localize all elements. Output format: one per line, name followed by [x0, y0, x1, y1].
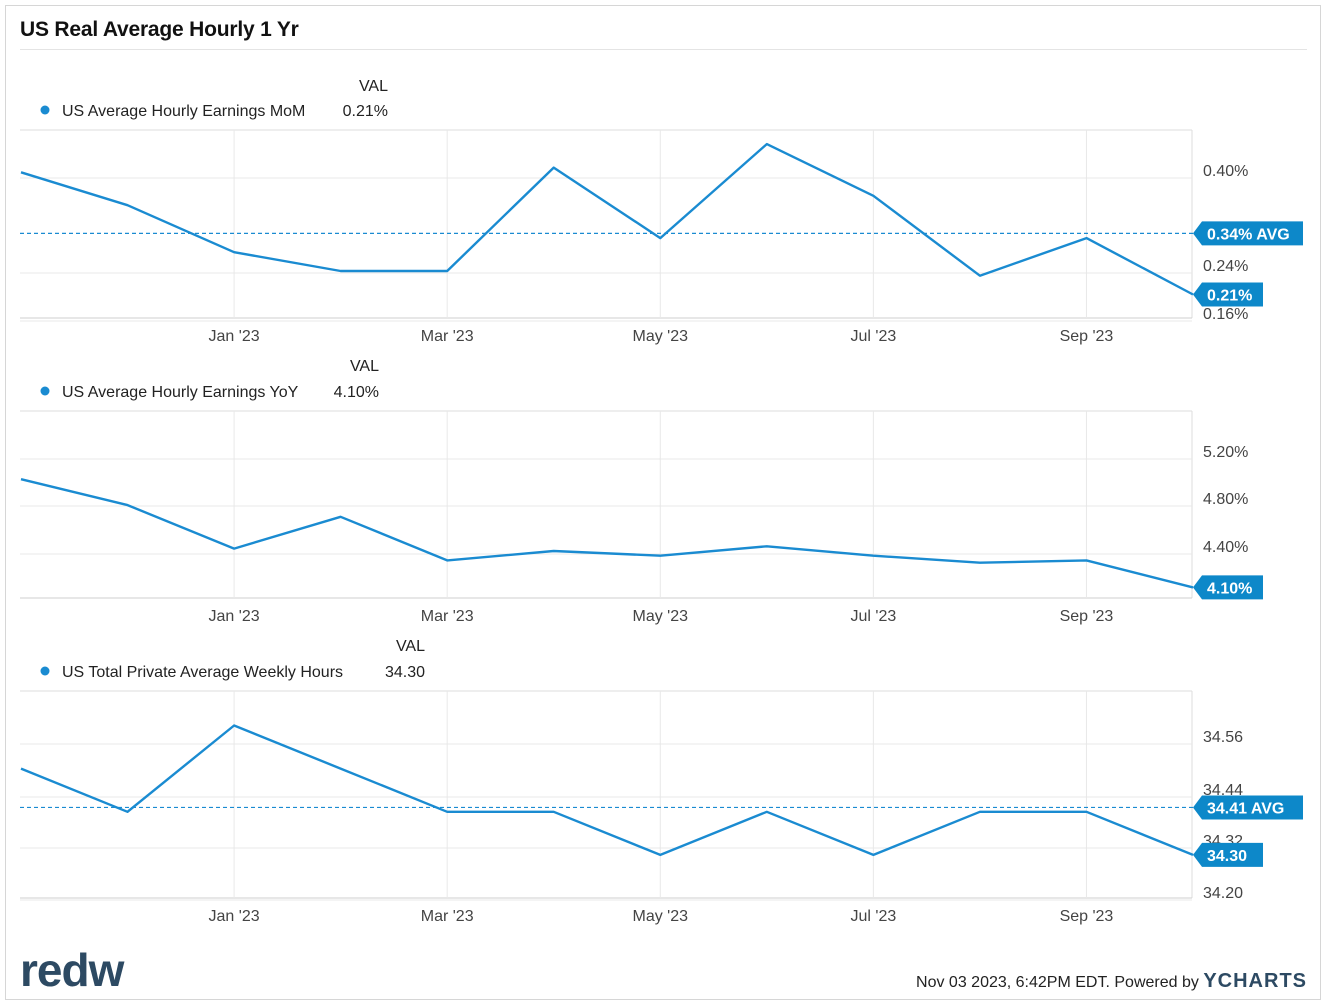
x-tick-label: Sep '23: [1060, 328, 1114, 345]
x-tick-label: Jan '23: [209, 328, 260, 345]
y-tick-label: 0.24%: [1203, 258, 1248, 275]
y-tick-label: 4.40%: [1203, 539, 1248, 556]
y-tick-label: 5.20%: [1203, 444, 1248, 461]
legend-marker: [40, 386, 50, 396]
last-value-flag-bg: [1193, 282, 1263, 307]
chart-panel-2: VAL US Average Hourly Earnings YoY 4.10% Ja…: [20, 358, 1263, 625]
average-flag-text: 0.34% AVG: [1207, 226, 1290, 243]
y-tick-label: 4.80%: [1203, 491, 1248, 508]
legend-series-name: US Average Hourly Earnings MoM: [62, 103, 305, 120]
legend-marker: [40, 105, 50, 115]
legend-value-header: VAL: [359, 78, 388, 95]
x-tick-label: Jan '23: [209, 908, 260, 925]
x-tick-label: Mar '23: [421, 328, 474, 345]
ycharts-text: YCHARTS: [1203, 970, 1307, 992]
last-value-flag-bg: [1193, 575, 1263, 600]
average-flag-text: 34.41 AVG: [1207, 800, 1284, 817]
x-tick-label: Sep '23: [1060, 608, 1114, 625]
y-tick-label: 0.40%: [1203, 163, 1248, 180]
legend-series-name: US Average Hourly Earnings YoY: [62, 384, 299, 401]
footer-timestamp: Nov 03 2023, 6:42PM EDT.: [916, 974, 1110, 991]
title-divider: [20, 49, 1307, 50]
y-tick-label: 34.20: [1203, 885, 1243, 902]
ycharts-logo: YCHARTS: [1203, 970, 1307, 992]
legend-series-value: 0.21%: [343, 103, 388, 120]
chart-panel-3: VAL US Total Private Average Weekly Hours…: [20, 638, 1303, 925]
x-tick-label: Jul '23: [850, 608, 896, 625]
average-flag-bg: [1193, 795, 1303, 820]
legend-series-value: 4.10%: [334, 384, 379, 401]
legend-marker: [40, 666, 50, 676]
average-flag-bg: [1193, 221, 1303, 246]
last-value-flag-text: 0.21%: [1207, 288, 1252, 305]
footer-powered-by: Powered by: [1114, 974, 1199, 991]
footer-attribution: Nov 03 2023, 6:42PM EDT. Powered by YCHA…: [916, 970, 1307, 993]
x-tick-label: Mar '23: [421, 608, 474, 625]
x-tick-label: May '23: [633, 608, 689, 625]
x-tick-label: Jul '23: [850, 908, 896, 925]
chart-frame: [5, 5, 1321, 1000]
y-tick-label: 34.56: [1203, 729, 1243, 746]
legend-value-header: VAL: [396, 638, 425, 655]
series-line: [20, 478, 1194, 589]
page-title: US Real Average Hourly 1 Yr: [20, 18, 299, 41]
x-tick-label: Sep '23: [1060, 908, 1114, 925]
last-value-flag-text: 4.10%: [1207, 580, 1252, 597]
x-tick-label: Mar '23: [421, 908, 474, 925]
last-value-flag-bg: [1193, 842, 1263, 867]
series-line: [20, 724, 1194, 857]
legend-series-value: 34.30: [385, 664, 425, 681]
last-value-flag-text: 34.30: [1207, 848, 1247, 865]
y-tick-label: 34.44: [1203, 782, 1243, 799]
legend-value-header: VAL: [350, 358, 379, 375]
legend-series-name: US Total Private Average Weekly Hours: [62, 664, 343, 681]
y-tick-label: 0.16%: [1203, 306, 1248, 323]
x-tick-label: Jan '23: [209, 608, 260, 625]
x-tick-label: May '23: [633, 328, 689, 345]
x-tick-label: May '23: [633, 908, 689, 925]
series-line: [20, 142, 1194, 296]
chart-panel-1: VAL US Average Hourly Earnings MoM 0.21% Ja…: [20, 78, 1303, 345]
x-tick-label: Jul '23: [850, 328, 896, 345]
brand-logo: redw: [20, 944, 124, 996]
